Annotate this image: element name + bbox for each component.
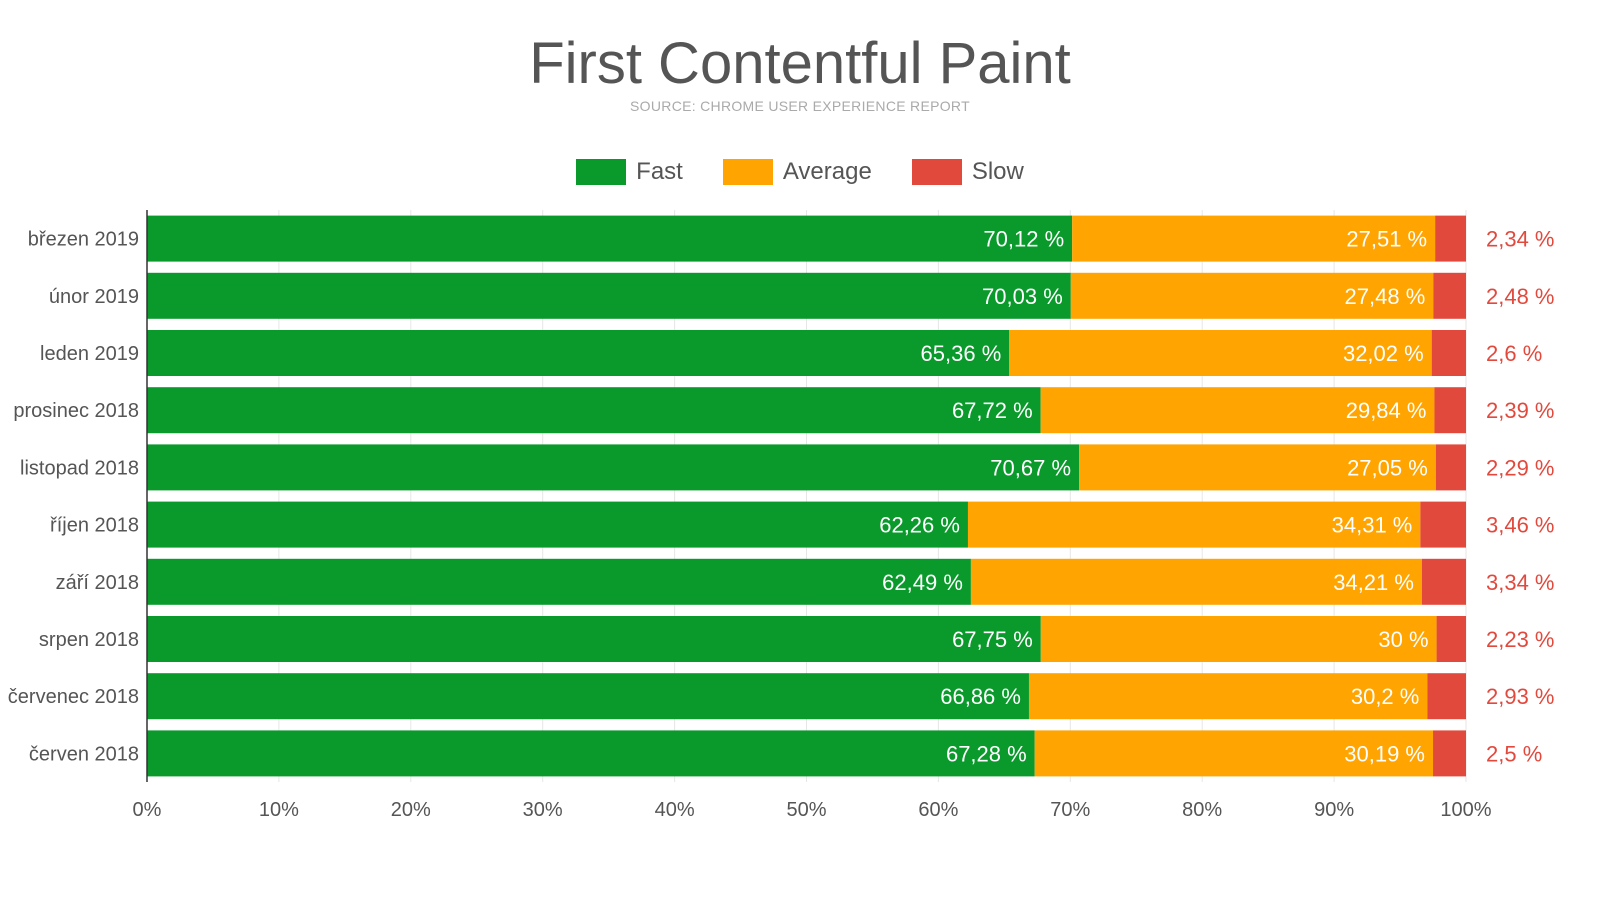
bar-average [1009,330,1432,376]
category-label: leden 2019 [40,343,139,365]
data-label-slow: 2,93 % [1486,684,1555,709]
legend-swatch-fast [576,159,627,185]
bar-slow [1436,616,1466,662]
bar-average [1034,730,1434,777]
data-label-fast: 65,36 % [921,341,1002,366]
x-tick-label: 10% [259,799,299,821]
data-label-slow: 2,39 % [1486,398,1555,423]
data-label-average: 27,51 % [1346,227,1427,252]
data-label-fast: 70,12 % [983,227,1064,252]
data-label-fast: 62,26 % [879,513,960,538]
legend-item-fast: Fast [576,158,683,186]
bar-fast [147,501,968,548]
category-label: říjen 2018 [50,515,139,537]
x-tick-label: 60% [918,799,958,821]
bar-average [1040,387,1435,434]
bar-average [1070,272,1434,319]
bar-fast [147,673,1029,720]
bar-fast [147,616,1041,662]
bar-average [967,501,1421,548]
bar-slow [1433,272,1466,319]
bar-average [1079,444,1436,491]
category-label: srpen 2018 [39,629,139,651]
bar-slow [1435,444,1466,491]
bar-average [970,558,1422,605]
data-label-average: 34,31 % [1332,513,1413,538]
x-tick-label: 70% [1050,799,1090,821]
category-label: červen 2018 [29,743,139,765]
chart-subtitle: SOURCE: CHROME USER EXPERIENCE REPORT [630,98,970,114]
chart-legend: Fast Average Slow [0,158,1600,186]
bar-slow [1433,730,1466,777]
legend-label-fast: Fast [636,158,683,185]
legend-swatch-average [722,159,773,185]
data-label-slow: 3,46 % [1486,513,1555,538]
data-label-average: 27,05 % [1347,455,1428,480]
x-tick-label: 50% [786,799,826,821]
data-label-slow: 2,23 % [1486,627,1555,652]
category-label: listopad 2018 [20,457,139,479]
data-label-average: 27,48 % [1345,284,1426,309]
x-tick-label: 40% [655,799,695,821]
data-label-fast: 67,75 % [952,627,1033,652]
bar-slow [1420,501,1466,548]
legend-item-slow: Slow [911,158,1024,186]
bar-slow [1427,673,1466,720]
bar-slow [1431,330,1466,376]
data-label-average: 30,2 % [1351,684,1420,709]
bar-slow [1421,558,1466,605]
x-tick-label: 20% [391,799,431,821]
legend-label-slow: Slow [971,158,1024,185]
bar-fast [147,215,1073,262]
data-label-fast: 67,28 % [946,741,1027,766]
bar-fast [147,730,1035,777]
data-label-slow: 2,6 % [1486,341,1542,366]
bar-average [1072,215,1436,262]
bar-slow [1435,215,1466,262]
category-label: prosinec 2018 [13,400,139,422]
data-label-slow: 2,48 % [1486,284,1555,309]
legend-swatch-slow [911,159,962,185]
data-label-fast: 66,86 % [940,684,1021,709]
data-label-slow: 2,5 % [1486,741,1542,766]
data-label-fast: 67,72 % [952,398,1033,423]
legend-label-average: Average [782,158,872,185]
bar-fast [147,387,1041,434]
bar-slow [1434,387,1466,434]
data-label-slow: 2,34 % [1486,227,1555,252]
data-label-slow: 3,34 % [1486,570,1555,595]
data-label-average: 30 % [1378,627,1428,652]
category-label: září 2018 [56,572,139,594]
bar-fast [147,330,1010,376]
legend-item-average: Average [722,158,872,186]
bar-fast [147,272,1071,319]
bar-fast [147,558,971,605]
data-label-average: 30,19 % [1344,741,1425,766]
bar-average [1028,673,1428,720]
data-label-fast: 70,67 % [990,455,1071,480]
data-label-slow: 2,29 % [1486,455,1555,480]
data-label-fast: 70,03 % [982,284,1063,309]
category-label: červenec 2018 [8,686,139,708]
category-label: březen 2019 [28,229,139,251]
bar-average [1040,616,1437,662]
bar-fast [147,444,1080,491]
data-label-average: 29,84 % [1346,398,1427,423]
x-tick-label: 80% [1182,799,1222,821]
x-tick-label: 100% [1440,799,1491,821]
data-label-fast: 62,49 % [882,570,963,595]
data-label-average: 32,02 % [1343,341,1424,366]
x-tick-label: 30% [523,799,563,821]
chart-title: First Contentful Paint [529,31,1071,96]
category-label: únor 2019 [49,286,139,308]
x-tick-label: 0% [133,799,162,821]
data-label-average: 34,21 % [1333,570,1414,595]
x-tick-label: 90% [1314,799,1354,821]
